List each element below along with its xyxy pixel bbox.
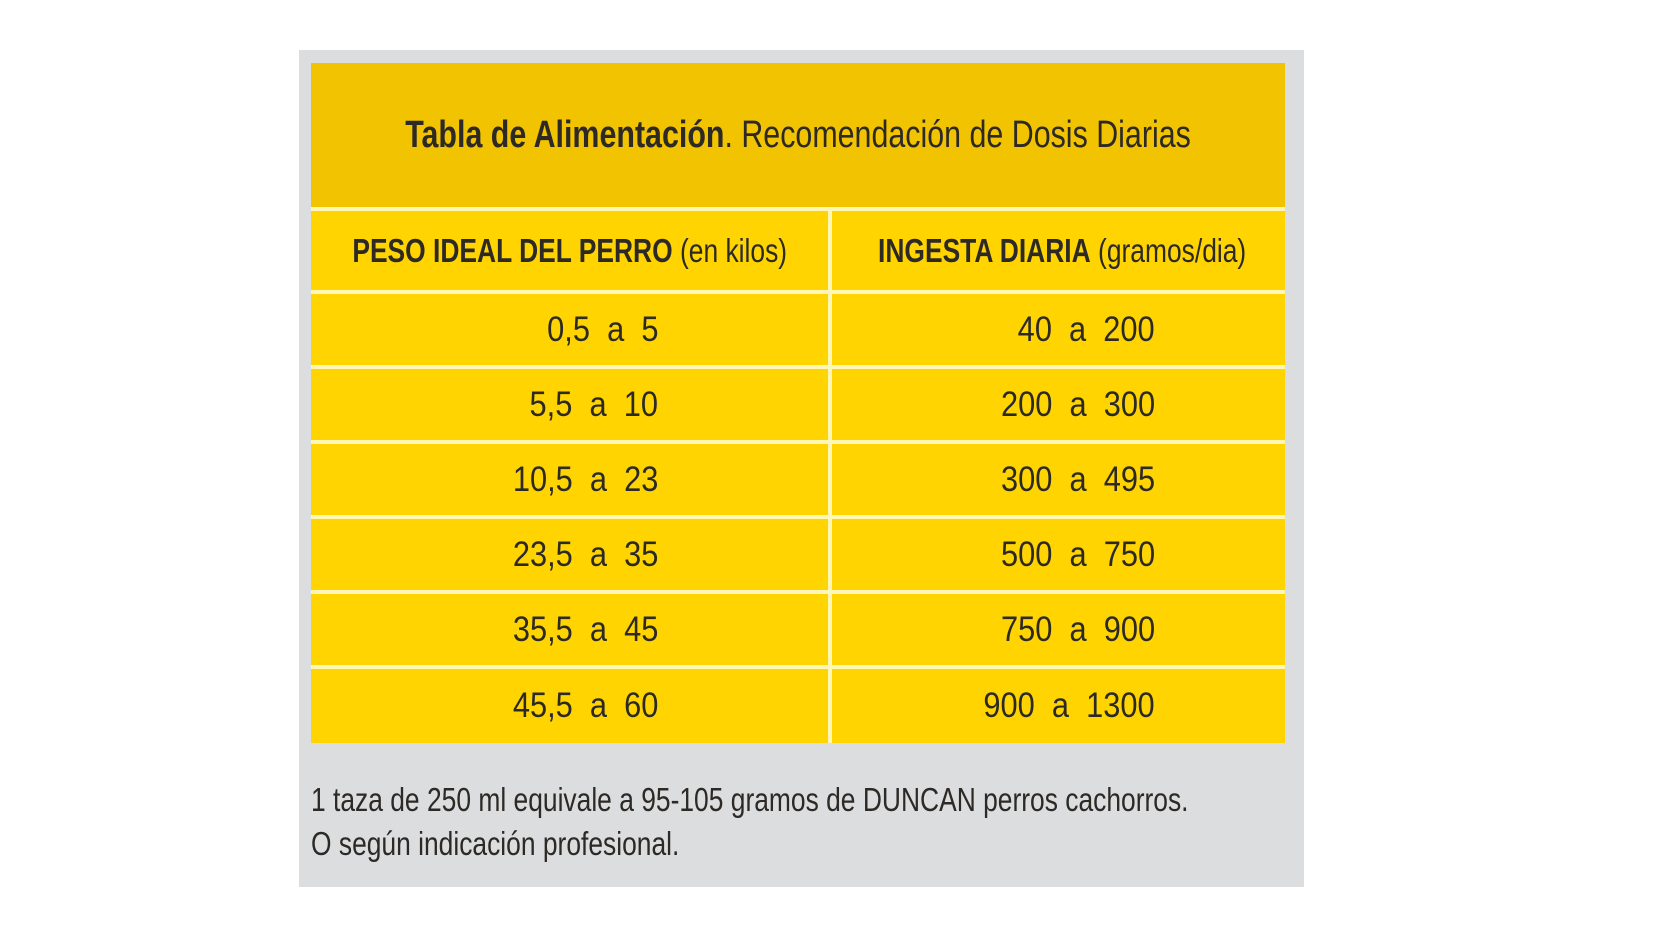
header-weight: PESO IDEAL DEL PERRO (en kilos) — [311, 211, 832, 290]
header-weight-label: PESO IDEAL DEL PERRO — [352, 231, 673, 269]
intake-value: 200 a 300 — [1000, 384, 1155, 424]
header-row: PESO IDEAL DEL PERRO (en kilos) INGESTA … — [311, 211, 1285, 294]
intake-cell: 900 a 1300 — [832, 669, 1285, 743]
header-intake: INGESTA DIARIA (gramos/dia) — [832, 211, 1292, 290]
title-bold: Tabla de Alimentación — [405, 113, 725, 156]
weight-cell: 35,5 a 45 — [311, 594, 832, 665]
footnote-line-2: O según indicación profesional. — [311, 825, 680, 862]
intake-value: 900 a 1300 — [983, 686, 1155, 725]
intake-cell: 750 a 900 — [832, 594, 1285, 665]
weight-cell: 23,5 a 35 — [311, 519, 832, 590]
header-intake-label: INGESTA DIARIA — [878, 231, 1091, 269]
intake-cell: 300 a 495 — [832, 444, 1285, 515]
weight-value: 5,5 a 10 — [529, 384, 658, 424]
feeding-table: Tabla de Alimentación. Recomendación de … — [311, 63, 1285, 743]
table-row: 10,5 a 23 300 a 495 — [311, 444, 1285, 519]
feeding-table-panel: Tabla de Alimentación. Recomendación de … — [299, 50, 1304, 887]
footnote: 1 taza de 250 ml equivale a 95-105 gramo… — [311, 778, 1408, 866]
intake-value: 300 a 495 — [1000, 459, 1155, 499]
table-row: 45,5 a 60 900 a 1300 — [311, 669, 1285, 743]
weight-cell: 45,5 a 60 — [311, 669, 832, 743]
weight-value: 10,5 a 23 — [512, 459, 658, 499]
table-title: Tabla de Alimentación. Recomendación de … — [311, 63, 1285, 211]
intake-cell: 40 a 200 — [832, 294, 1285, 365]
intake-value: 750 a 900 — [1000, 609, 1155, 649]
intake-cell: 500 a 750 — [832, 519, 1285, 590]
intake-value: 500 a 750 — [1000, 534, 1155, 574]
weight-value: 23,5 a 35 — [512, 534, 658, 574]
intake-cell: 200 a 300 — [832, 369, 1285, 440]
weight-value: 0,5 a 5 — [546, 309, 658, 349]
intake-value: 40 a 200 — [1017, 309, 1155, 349]
footnote-line-1: 1 taza de 250 ml equivale a 95-105 gramo… — [311, 781, 1189, 818]
table-row: 35,5 a 45 750 a 900 — [311, 594, 1285, 669]
weight-cell: 0,5 a 5 — [311, 294, 832, 365]
weight-value: 35,5 a 45 — [512, 609, 658, 649]
header-weight-unit: (en kilos) — [672, 231, 787, 269]
weight-cell: 10,5 a 23 — [311, 444, 832, 515]
title-rest: . Recomendación de Dosis Diarias — [724, 113, 1191, 156]
weight-cell: 5,5 a 10 — [311, 369, 832, 440]
table-row: 0,5 a 5 40 a 200 — [311, 294, 1285, 369]
weight-value: 45,5 a 60 — [512, 686, 658, 725]
header-intake-unit: (gramos/dia) — [1090, 231, 1247, 269]
table-row: 5,5 a 10 200 a 300 — [311, 369, 1285, 444]
table-row: 23,5 a 35 500 a 750 — [311, 519, 1285, 594]
